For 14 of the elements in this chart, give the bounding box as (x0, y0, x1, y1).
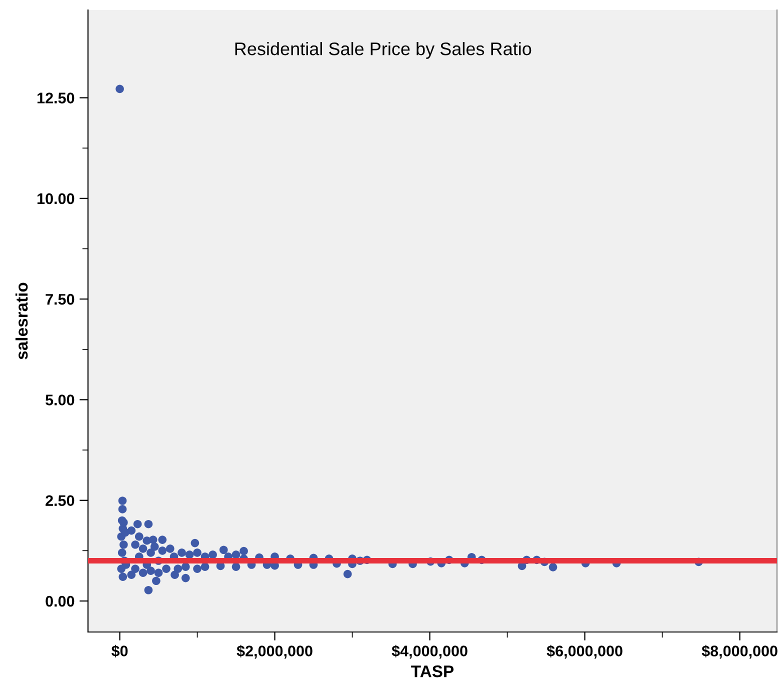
y-tick-label: 5.00 (46, 394, 74, 406)
y-tick-label: 2.50 (46, 495, 74, 506)
x-axis-title: TASP (411, 665, 454, 678)
x-tick-label: $4,000,000 (392, 644, 468, 659)
y-axis-title: salesratio (15, 282, 28, 360)
x-tick-label: $6,000,000 (546, 644, 622, 659)
y-tick-label: 0.00 (46, 596, 74, 607)
x-tick-label: $2,000,000 (236, 644, 312, 659)
x-tick-label: $8,000,000 (702, 644, 778, 659)
y-tick-label: 10.00 (38, 193, 74, 204)
text: Residential Sale Price by Sales Ratio (235, 42, 532, 59)
y-tick-label: 12.50 (38, 92, 74, 104)
x-tick-label: $0 (111, 644, 128, 658)
y-tick-label: 7.50 (46, 294, 74, 305)
